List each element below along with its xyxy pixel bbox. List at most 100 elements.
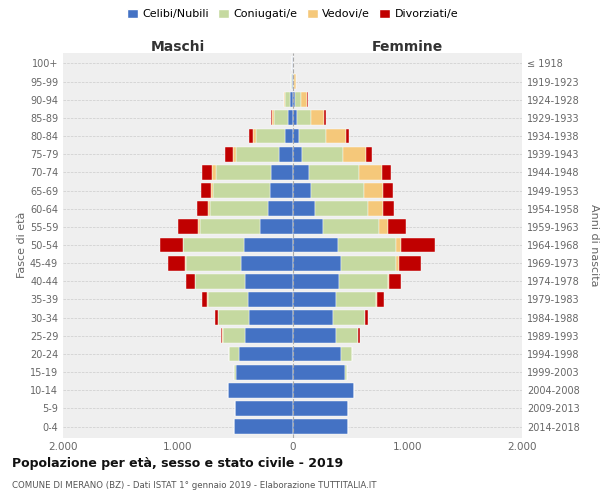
Bar: [293, 183, 311, 198]
Bar: [200, 220, 260, 234]
Bar: [299, 128, 326, 144]
Bar: [293, 310, 333, 325]
Bar: [293, 401, 347, 416]
Bar: [208, 292, 248, 307]
Bar: [343, 147, 366, 162]
Legend: Celibi/Nubili, Coniugati/e, Vedovi/e, Divorziati/e: Celibi/Nubili, Coniugati/e, Vedovi/e, Di…: [122, 4, 463, 24]
Bar: [215, 310, 218, 325]
Bar: [341, 346, 352, 362]
Bar: [289, 110, 293, 126]
Bar: [270, 183, 293, 198]
Bar: [208, 201, 210, 216]
Bar: [160, 238, 182, 252]
Bar: [311, 110, 325, 126]
Bar: [364, 183, 383, 198]
Bar: [325, 110, 326, 126]
Bar: [260, 220, 293, 234]
Bar: [301, 92, 307, 107]
Bar: [335, 328, 358, 343]
Bar: [368, 201, 383, 216]
Bar: [389, 274, 401, 289]
Bar: [293, 238, 338, 252]
Bar: [236, 364, 293, 380]
Bar: [383, 201, 394, 216]
Bar: [272, 110, 274, 126]
Bar: [202, 292, 208, 307]
Bar: [399, 256, 421, 270]
Bar: [285, 92, 290, 107]
Bar: [234, 364, 236, 380]
Bar: [197, 201, 208, 216]
Bar: [366, 147, 373, 162]
Bar: [293, 383, 354, 398]
Bar: [293, 165, 309, 180]
Bar: [295, 74, 296, 89]
Bar: [225, 147, 233, 162]
Text: Femmine: Femmine: [371, 40, 443, 54]
Bar: [250, 128, 253, 144]
Bar: [229, 346, 239, 362]
Bar: [234, 419, 293, 434]
Bar: [256, 128, 285, 144]
Bar: [383, 183, 393, 198]
Bar: [338, 238, 396, 252]
Bar: [293, 92, 295, 107]
Bar: [345, 364, 347, 380]
Bar: [271, 165, 293, 180]
Bar: [293, 419, 347, 434]
Bar: [215, 165, 271, 180]
Bar: [184, 238, 244, 252]
Bar: [244, 238, 293, 252]
Bar: [211, 183, 214, 198]
Bar: [315, 201, 368, 216]
Bar: [274, 110, 289, 126]
Bar: [339, 274, 388, 289]
Bar: [245, 328, 293, 343]
Bar: [293, 364, 345, 380]
Bar: [186, 256, 241, 270]
Bar: [335, 292, 376, 307]
Bar: [293, 74, 295, 89]
Bar: [388, 274, 389, 289]
Bar: [293, 292, 335, 307]
Bar: [293, 274, 339, 289]
Y-axis label: Fasce di età: Fasce di età: [17, 212, 27, 278]
Bar: [293, 346, 341, 362]
Bar: [195, 274, 245, 289]
Bar: [302, 147, 343, 162]
Bar: [365, 310, 368, 325]
Bar: [185, 274, 194, 289]
Bar: [401, 238, 435, 252]
Bar: [210, 201, 268, 216]
Bar: [293, 201, 315, 216]
Bar: [388, 220, 406, 234]
Bar: [228, 383, 293, 398]
Bar: [221, 328, 223, 343]
Bar: [296, 110, 311, 126]
Bar: [271, 110, 272, 126]
Bar: [214, 183, 270, 198]
Bar: [284, 92, 285, 107]
Bar: [396, 238, 401, 252]
Text: COMUNE DI MERANO (BZ) - Dati ISTAT 1° gennaio 2019 - Elaborazione TUTTITALIA.IT: COMUNE DI MERANO (BZ) - Dati ISTAT 1° ge…: [12, 481, 377, 490]
Bar: [379, 220, 388, 234]
Bar: [223, 328, 245, 343]
Bar: [293, 256, 341, 270]
Bar: [253, 128, 256, 144]
Bar: [293, 110, 296, 126]
Bar: [250, 310, 293, 325]
Bar: [291, 74, 292, 89]
Bar: [218, 310, 250, 325]
Bar: [293, 328, 335, 343]
Bar: [212, 165, 215, 180]
Bar: [201, 183, 211, 198]
Bar: [377, 292, 384, 307]
Bar: [239, 346, 293, 362]
Bar: [268, 201, 293, 216]
Bar: [168, 256, 185, 270]
Bar: [358, 328, 360, 343]
Bar: [178, 220, 199, 234]
Bar: [341, 256, 396, 270]
Bar: [376, 292, 377, 307]
Bar: [199, 220, 200, 234]
